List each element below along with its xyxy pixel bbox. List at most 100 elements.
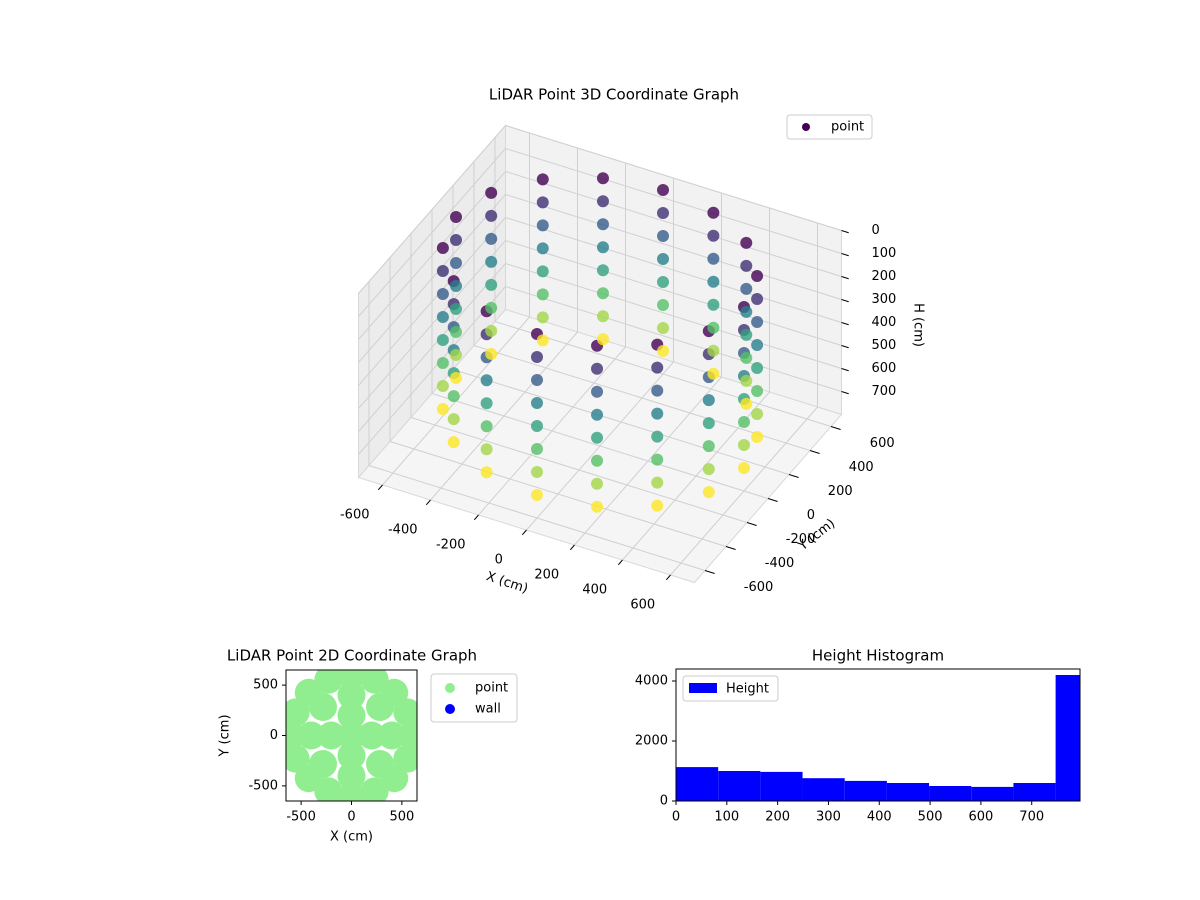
point xyxy=(596,287,609,300)
point xyxy=(657,230,669,242)
point xyxy=(436,334,449,347)
point xyxy=(480,374,493,387)
point xyxy=(436,288,449,301)
grid-line xyxy=(505,240,842,346)
chart-title: LiDAR Point 2D Coordinate Graph xyxy=(227,647,477,665)
x-axis-label: X (cm) xyxy=(330,830,373,845)
tick-mark xyxy=(841,368,849,372)
x-tick-label: 0 xyxy=(495,553,503,568)
point xyxy=(707,206,720,219)
point xyxy=(702,486,715,499)
legend-box xyxy=(682,675,779,702)
point xyxy=(485,186,498,199)
point xyxy=(485,324,498,337)
point xyxy=(702,417,715,430)
point xyxy=(591,477,604,490)
point xyxy=(377,721,406,750)
point xyxy=(651,361,664,374)
point xyxy=(531,351,543,363)
point xyxy=(447,413,460,426)
y-axis-label: Y (cm) xyxy=(218,714,233,757)
z-tick-label: 0 xyxy=(872,223,880,238)
tick-mark xyxy=(521,529,527,536)
y-tick-label: -200 xyxy=(786,532,816,547)
z-tick-label: 200 xyxy=(872,269,897,284)
point xyxy=(751,269,764,282)
legend-marker xyxy=(445,683,455,693)
point xyxy=(738,439,750,451)
point xyxy=(480,397,493,410)
grid-line xyxy=(505,194,842,300)
x-tick-label: 0 xyxy=(672,810,680,825)
x-tick-label: -600 xyxy=(340,508,370,523)
point xyxy=(450,234,462,246)
point xyxy=(393,744,417,773)
bar xyxy=(802,778,845,801)
tick-mark xyxy=(841,253,849,257)
x-tick-label: -400 xyxy=(388,523,418,538)
point xyxy=(707,275,720,288)
point xyxy=(651,453,664,466)
grid-line xyxy=(358,240,506,409)
x-axis-label: X (cm) xyxy=(484,569,530,597)
point xyxy=(707,298,720,311)
tick-mark xyxy=(841,391,849,395)
z-tick-label: 600 xyxy=(872,361,897,376)
plot-area xyxy=(676,675,1080,801)
point xyxy=(485,278,498,291)
point xyxy=(702,463,715,476)
point xyxy=(536,196,549,209)
point xyxy=(751,361,764,374)
z-tick-label: 100 xyxy=(872,246,897,261)
tick-mark xyxy=(841,276,849,280)
point xyxy=(591,385,604,398)
bar xyxy=(971,786,1014,801)
point xyxy=(657,345,669,357)
point xyxy=(450,257,462,269)
chart-title: LiDAR Point 3D Coordinate Graph xyxy=(489,86,739,104)
point xyxy=(485,347,498,360)
point xyxy=(447,390,460,403)
tick-mark xyxy=(704,570,715,574)
point xyxy=(366,692,395,721)
point xyxy=(536,219,549,232)
point xyxy=(591,500,604,513)
legend-marker xyxy=(445,704,455,714)
point xyxy=(596,241,609,254)
point xyxy=(536,334,549,347)
bar xyxy=(929,786,972,801)
point xyxy=(531,420,543,432)
grid-line xyxy=(358,148,506,317)
point xyxy=(485,232,498,245)
tick-mark xyxy=(377,484,383,491)
x-tick-label: 100 xyxy=(714,810,739,825)
x-tick-label: 200 xyxy=(765,810,790,825)
y-tick-label: 4000 xyxy=(635,674,668,689)
tick-mark xyxy=(725,546,736,550)
y-tick-label: 0 xyxy=(270,728,278,743)
x-tick-label: -200 xyxy=(436,538,466,553)
point xyxy=(702,440,715,453)
y-tick-label: 400 xyxy=(849,460,874,475)
grid-line xyxy=(494,321,832,427)
point xyxy=(751,338,764,351)
tick-mark xyxy=(665,574,671,581)
point xyxy=(480,443,493,456)
point xyxy=(450,303,462,315)
point xyxy=(596,310,609,323)
point xyxy=(657,253,669,265)
point xyxy=(591,454,604,467)
chart-title: Height Histogram xyxy=(812,647,944,665)
point xyxy=(596,195,609,208)
point xyxy=(308,692,337,721)
grid-line xyxy=(505,263,842,369)
point xyxy=(651,476,664,489)
point xyxy=(751,315,764,328)
point xyxy=(337,761,366,790)
grid-line xyxy=(505,286,842,392)
grid-line xyxy=(452,369,790,475)
y-tick-label: 200 xyxy=(828,484,853,499)
point xyxy=(447,436,460,449)
point xyxy=(657,184,669,196)
